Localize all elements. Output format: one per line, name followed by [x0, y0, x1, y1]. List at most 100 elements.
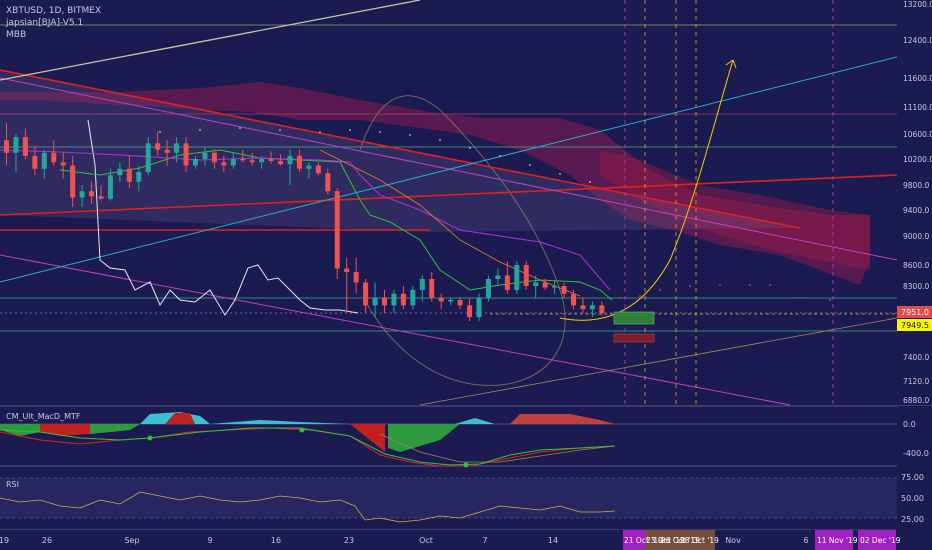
signal-dot: [499, 155, 501, 157]
price-tick-label: 11100.0: [903, 103, 932, 112]
signal-dot: [689, 285, 691, 287]
candle-body: [514, 265, 520, 290]
candle-body: [353, 272, 359, 283]
signal-dot: [409, 134, 411, 136]
signal-dot: [379, 131, 381, 133]
candle-body: [306, 165, 312, 169]
candle-body: [363, 282, 369, 306]
signal-dot: [239, 127, 241, 129]
macd-cross-dot-1: [147, 435, 153, 441]
time-axis-labels: 19 26 Sep 9 16 23 Oct 7 14 Nov 6: [0, 536, 809, 545]
candle-body: [89, 191, 95, 197]
candle-body: [476, 297, 482, 318]
candle-body: [561, 286, 567, 294]
candle-body: [504, 275, 510, 290]
symbol-title[interactable]: XBTUSD, 1D, BITMEX: [6, 6, 102, 16]
macd-histogram-green-3: [388, 424, 460, 452]
ichimoku-cloud-2: [600, 150, 870, 270]
signal-dot: [469, 147, 471, 149]
trendline-red-descending: [0, 69, 801, 229]
alt-price-badge: [897, 319, 932, 331]
signal-dot: [719, 284, 721, 286]
time-axis-label: 19: [0, 536, 9, 545]
macd-pane-label: CM_Ult_MacD_MTF: [6, 412, 81, 421]
price-tick-label: 9800.0: [903, 181, 929, 190]
price-tick-label: 9400.0: [903, 206, 929, 215]
rsi-tick-50: 50.00: [901, 494, 924, 503]
time-axis-label: 26: [42, 536, 52, 545]
price-tick-label: 12400.0: [903, 36, 932, 45]
candle-body: [467, 305, 473, 318]
time-axis-bg[interactable]: [0, 530, 932, 550]
candle-body: [145, 143, 151, 172]
time-axis-label: Oct: [419, 536, 433, 545]
candle-body: [287, 155, 293, 165]
price-tick-label: 11600.0: [903, 74, 932, 83]
last-price-badge: [897, 306, 932, 318]
trendline-beige: [0, 0, 421, 81]
price-tick-label: 10200.0: [903, 155, 932, 164]
target-box-green: [613, 311, 655, 325]
rsi-band: [0, 478, 897, 518]
candle-body: [419, 279, 425, 290]
price-axis[interactable]: 13200.0 12400.0 11600.0 11100.0 10600.0 10200…: [903, 0, 932, 405]
macd-tick-0: 0.0: [903, 420, 916, 429]
candle-body: [382, 297, 387, 306]
time-axis-label: 14: [548, 536, 558, 545]
candle-body: [41, 152, 47, 169]
indicator-2-label[interactable]: MBB: [6, 30, 27, 40]
price-tick-label: 13200.0: [903, 0, 932, 9]
macd-histogram-cyan-2: [210, 420, 350, 424]
signal-dot: [829, 299, 831, 301]
candle-body: [325, 173, 331, 192]
macd-cross-dot-2: [299, 427, 305, 433]
candle-body: [571, 293, 576, 306]
candle-body: [429, 279, 435, 298]
candle-body: [22, 137, 28, 156]
time-marker-bg-1: [623, 530, 645, 550]
trendline-cyan: [0, 56, 898, 283]
candle-body: [589, 305, 595, 310]
candles-group: [4, 123, 831, 322]
signal-dot: [439, 139, 441, 141]
target-box-red: [613, 333, 655, 343]
time-axis-label: 7: [482, 536, 487, 545]
lagging-span-line: [87, 119, 359, 316]
trendline-olive: [419, 317, 898, 406]
candle-body: [174, 143, 180, 153]
candle-body: [221, 162, 227, 166]
macd-histogram-red-3: [350, 424, 385, 452]
candle-body: [32, 155, 38, 169]
candle-body: [70, 165, 76, 198]
candle-body: [193, 159, 198, 166]
candle-body: [4, 140, 9, 153]
candle-body: [230, 159, 236, 166]
ichimoku-cloud: [0, 82, 870, 285]
signal-dot: [639, 295, 641, 297]
candle-body: [249, 160, 255, 163]
signal-dot: [799, 297, 801, 299]
rsi-tick-75: 75.00: [901, 473, 924, 482]
rsi-tick-25: 25.00: [901, 515, 924, 524]
macd-histogram-red-4: [510, 414, 615, 424]
price-tick-label: 7400.0: [903, 353, 929, 362]
signal-dot: [619, 297, 621, 299]
time-marker-3: 26 Oct '19: [661, 536, 700, 545]
projection-arrow-head: [725, 59, 737, 69]
indicator-1-label[interactable]: japsian[BJA]-V5.1: [6, 18, 84, 28]
candle-body: [126, 168, 132, 182]
rsi-pane-label: RSI: [6, 480, 19, 489]
candle-body: [523, 265, 529, 286]
candle-body: [211, 152, 217, 163]
time-marker-bg-5: [815, 530, 853, 550]
signal-dot: [659, 289, 661, 291]
macd-histogram-red-2: [165, 413, 195, 424]
time-axis-label: 23: [344, 536, 354, 545]
candle-body: [334, 191, 340, 269]
candle-body: [599, 305, 605, 313]
candle-body: [278, 160, 284, 165]
candle-body: [372, 297, 378, 306]
signal-dot: [349, 129, 351, 131]
candle-body: [117, 168, 123, 176]
